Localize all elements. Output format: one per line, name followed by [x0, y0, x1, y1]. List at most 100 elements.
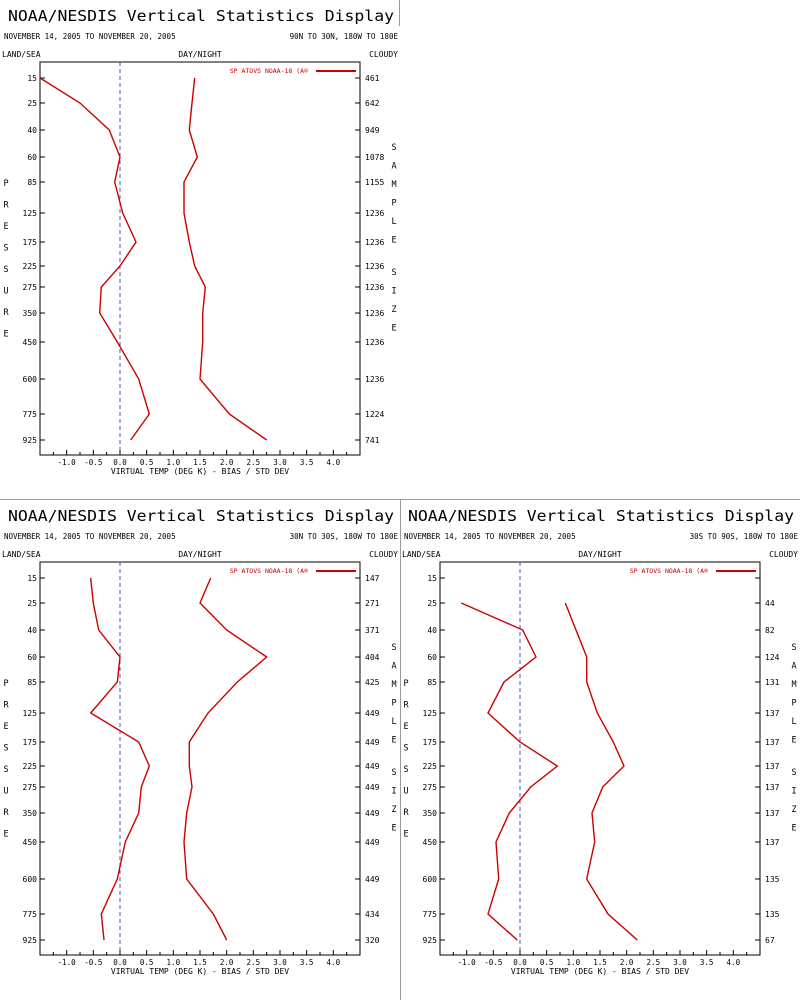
sample-size-label: 461: [365, 74, 380, 83]
pressure-tick-label: 600: [23, 875, 38, 884]
sample-size-label: 124: [765, 653, 780, 662]
pressure-tick-label: 775: [23, 910, 38, 919]
size-side-letter: E: [791, 824, 796, 834]
pressure-tick-label: 40: [27, 126, 37, 135]
pressure-side-letter: U: [3, 287, 8, 297]
pressure-tick-label: 60: [27, 653, 37, 662]
x-tick-label: -1.0: [58, 458, 77, 467]
std-dev-series-line: [183, 577, 268, 941]
sample-side-letter: S: [391, 143, 396, 153]
bias-series-line: [89, 577, 151, 941]
day-night-label: DAY/NIGHT: [178, 50, 222, 59]
sample-size-label: 271: [365, 599, 380, 608]
x-tick-label: -0.5: [84, 458, 102, 467]
chart-panel-tropics: NOAA/NESDIS Vertical Statistics Display N…: [0, 500, 400, 1000]
sample-size-label: 449: [365, 875, 380, 884]
pressure-tick-label: 60: [427, 653, 437, 662]
pressure-side-letter: R: [3, 808, 9, 818]
sample-size-label: 449: [365, 709, 380, 718]
pressure-tick-label: 925: [23, 936, 38, 945]
x-tick-label: 3.5: [300, 958, 314, 967]
sample-size-label: 741: [365, 436, 380, 445]
sample-size-label: 1078: [365, 153, 384, 162]
sample-size-label: 404: [365, 653, 380, 662]
region-label: 30S TO 90S, 180W TO 180E: [690, 532, 799, 541]
sample-size-label: 949: [365, 126, 380, 135]
x-tick-label: 0.5: [140, 958, 154, 967]
x-tick-label: 1.0: [167, 958, 181, 967]
pressure-tick-label: 25: [27, 599, 37, 608]
std-dev-series-line: [183, 77, 268, 441]
x-tick-label: 3.5: [700, 958, 714, 967]
legend-label: SP ATOVS NOAA-18 (A®: [230, 67, 308, 75]
pressure-side-letter: R: [403, 808, 409, 818]
legend-label: SP ATOVS NOAA-18 (A®: [230, 567, 308, 575]
pressure-tick-label: 225: [23, 762, 38, 771]
sample-size-label: 135: [765, 875, 780, 884]
pressure-tick-label: 450: [23, 838, 38, 847]
x-tick-label: 3.5: [300, 458, 314, 467]
pressure-side-letter: R: [3, 701, 9, 711]
pressure-side-letter: P: [403, 679, 408, 689]
sample-side-letter: E: [391, 236, 396, 246]
sample-side-letter: E: [391, 736, 396, 746]
pressure-side-letter: U: [403, 787, 408, 797]
size-side-letter: I: [791, 787, 796, 797]
pressure-tick-label: 40: [27, 626, 37, 635]
pressure-tick-label: 450: [23, 338, 38, 347]
sample-size-label: 1236: [365, 262, 384, 271]
pressure-tick-label: 225: [423, 762, 438, 771]
cloudy-label: CLOUDY: [369, 50, 398, 59]
sample-size-label: 137: [765, 783, 780, 792]
pressure-tick-label: 15: [427, 574, 437, 583]
date-range: NOVEMBER 14, 2005 TO NOVEMBER 20, 2005: [4, 32, 176, 41]
x-axis-label: VIRTUAL TEMP (DEG K) - BIAS / STD DEV: [111, 967, 289, 976]
x-axis-label: VIRTUAL TEMP (DEG K) - BIAS / STD DEV: [111, 467, 289, 476]
land-sea-label: LAND/SEA: [2, 50, 41, 59]
sample-side-letter: L: [791, 717, 796, 727]
chart-title: NOAA/NESDIS Vertical Statistics Display: [408, 507, 794, 525]
pressure-side-letter: S: [3, 244, 8, 254]
sample-size-label: 449: [365, 738, 380, 747]
land-sea-label: LAND/SEA: [2, 550, 41, 559]
x-tick-label: 0.5: [540, 958, 554, 967]
x-tick-label: 4.0: [727, 958, 741, 967]
size-side-letter: S: [791, 768, 796, 778]
sample-size-label: 320: [365, 936, 380, 945]
sample-size-label: 1236: [365, 338, 384, 347]
x-tick-label: 0.0: [113, 458, 127, 467]
sample-size-label: 1236: [365, 283, 384, 292]
pressure-tick-label: 85: [27, 178, 37, 187]
chart-panel-south: NOAA/NESDIS Vertical Statistics Display N…: [400, 500, 800, 1000]
pressure-side-letter: E: [3, 330, 8, 340]
sample-side-letter: A: [391, 162, 396, 172]
pressure-side-letter: S: [403, 744, 408, 754]
pressure-side-letter: E: [403, 722, 408, 732]
x-tick-label: 2.5: [247, 458, 261, 467]
pressure-tick-label: 40: [427, 626, 437, 635]
chart-tropics-svg: NOAA/NESDIS Vertical Statistics Display N…: [2, 507, 398, 976]
sample-size-label: 147: [365, 574, 380, 583]
pressure-tick-label: 175: [23, 238, 38, 247]
sample-side-letter: P: [791, 699, 796, 709]
sample-size-label: 1155: [365, 178, 384, 187]
sample-side-letter: P: [391, 699, 396, 709]
sample-size-label: 82: [765, 626, 775, 635]
x-tick-label: -0.5: [84, 958, 102, 967]
pressure-tick-label: 225: [23, 262, 38, 271]
pressure-side-letter: P: [3, 679, 8, 689]
legend-label: SP ATOVS NOAA-18 (A®: [630, 567, 708, 575]
pressure-tick-label: 350: [23, 809, 38, 818]
x-tick-label: 4.0: [327, 458, 341, 467]
pressure-tick-label: 925: [23, 436, 38, 445]
pressure-tick-label: 85: [27, 678, 37, 687]
pressure-side-letter: S: [3, 265, 8, 275]
x-tick-label: 1.5: [193, 958, 207, 967]
sample-side-letter: A: [791, 662, 796, 672]
day-night-label: DAY/NIGHT: [578, 550, 622, 559]
sample-size-label: 137: [765, 809, 780, 818]
cloudy-label: CLOUDY: [769, 550, 798, 559]
pressure-side-letter: E: [3, 722, 8, 732]
sample-side-letter: P: [391, 199, 396, 209]
x-tick-label: 2.0: [620, 958, 634, 967]
